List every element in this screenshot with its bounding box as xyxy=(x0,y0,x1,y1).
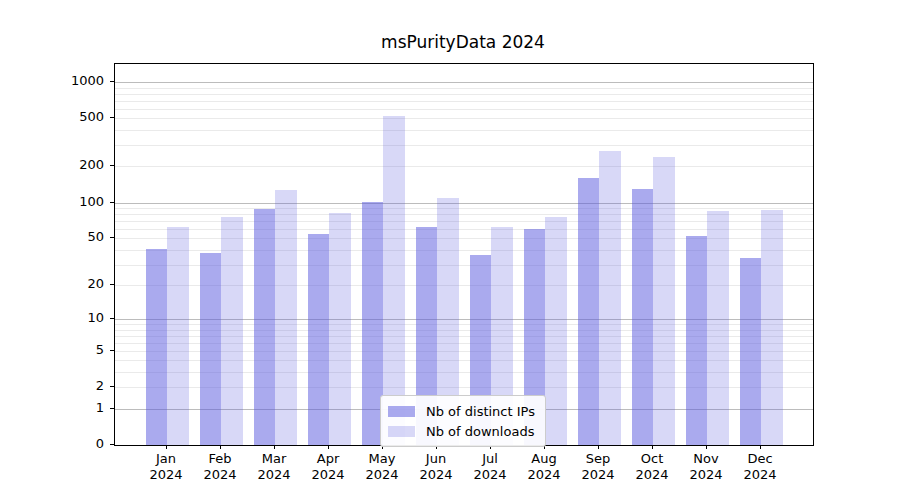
y-tick-mark xyxy=(110,202,114,203)
y-tick-label: 2 xyxy=(52,378,104,394)
y-tick-label: 10 xyxy=(52,310,104,326)
y-tick-mark xyxy=(110,350,114,351)
y-tick-mark xyxy=(110,237,114,238)
major-gridline xyxy=(115,203,813,204)
y-tick-label: 100 xyxy=(52,194,104,210)
bar-downloads xyxy=(653,157,675,445)
x-tick-mark xyxy=(274,445,275,449)
x-tick-year: 2024 xyxy=(728,467,792,483)
y-tick-label: 0 xyxy=(52,436,104,452)
legend-item-distinct-ips: Nb of distinct IPs xyxy=(388,401,535,421)
major-gridline xyxy=(115,82,813,83)
plot-area: Nb of distinct IPs Nb of downloads xyxy=(114,63,814,446)
bar-downloads xyxy=(761,210,783,445)
minor-gridline xyxy=(115,94,813,95)
x-tick-month: Dec xyxy=(728,451,792,467)
chart-title: msPurityData 2024 xyxy=(114,31,812,53)
minor-gridline xyxy=(115,145,813,146)
x-tick-mark xyxy=(706,445,707,449)
bar-distinct-ips xyxy=(254,209,276,445)
y-tick-mark xyxy=(110,284,114,285)
minor-gridline xyxy=(115,130,813,131)
y-tick-mark xyxy=(110,386,114,387)
bar-downloads xyxy=(221,217,243,445)
bar-downloads xyxy=(329,213,351,445)
minor-gridline xyxy=(115,166,813,167)
x-tick-mark xyxy=(166,445,167,449)
x-tick-mark xyxy=(598,445,599,449)
bar-distinct-ips xyxy=(686,236,708,445)
x-tick-label: Dec2024 xyxy=(728,451,792,483)
minor-gridline xyxy=(115,109,813,110)
x-tick-mark xyxy=(760,445,761,449)
bar-distinct-ips xyxy=(146,249,168,445)
y-tick-label: 50 xyxy=(52,229,104,245)
y-tick-mark xyxy=(110,444,114,445)
x-tick-mark xyxy=(220,445,221,449)
bar-distinct-ips xyxy=(632,189,654,445)
legend-swatch-distinct-ips xyxy=(388,406,415,417)
y-tick-label: 200 xyxy=(52,157,104,173)
y-tick-label: 1 xyxy=(52,400,104,416)
bar-downloads xyxy=(599,151,621,445)
bar-downloads xyxy=(167,227,189,445)
y-tick-mark xyxy=(110,408,114,409)
legend: Nb of distinct IPs Nb of downloads xyxy=(380,395,546,447)
y-tick-mark xyxy=(110,81,114,82)
y-tick-label: 500 xyxy=(52,109,104,125)
x-tick-mark xyxy=(328,445,329,449)
bar-downloads xyxy=(275,190,297,445)
legend-item-downloads: Nb of downloads xyxy=(388,421,535,441)
minor-gridline xyxy=(115,88,813,89)
minor-gridline xyxy=(115,101,813,102)
legend-label-distinct-ips: Nb of distinct IPs xyxy=(426,404,535,419)
bar-distinct-ips xyxy=(740,258,762,445)
chart-figure: msPurityData 2024 Nb of distinct IPs Nb … xyxy=(0,0,900,500)
bar-downloads xyxy=(707,211,729,445)
legend-label-downloads: Nb of downloads xyxy=(426,424,534,439)
bar-distinct-ips xyxy=(200,253,222,446)
minor-gridline xyxy=(115,208,813,209)
y-tick-label: 20 xyxy=(52,276,104,292)
bar-downloads xyxy=(545,217,567,445)
y-tick-mark xyxy=(110,165,114,166)
y-tick-mark xyxy=(110,318,114,319)
bar-distinct-ips xyxy=(578,178,600,445)
y-tick-label: 5 xyxy=(52,342,104,358)
x-tick-mark xyxy=(652,445,653,449)
bar-distinct-ips xyxy=(308,234,330,446)
minor-gridline xyxy=(115,118,813,119)
legend-swatch-downloads xyxy=(388,426,415,437)
y-tick-mark xyxy=(110,117,114,118)
y-tick-label: 1000 xyxy=(52,73,104,89)
